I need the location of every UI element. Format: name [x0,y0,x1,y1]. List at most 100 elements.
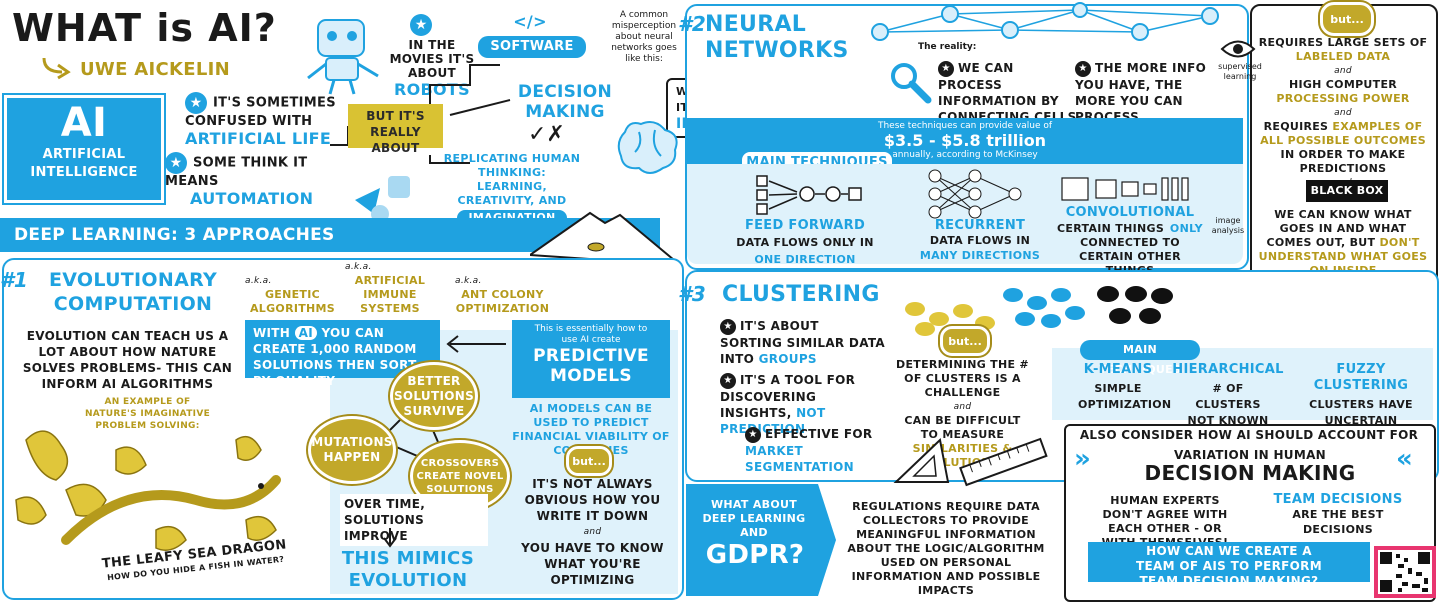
evolutionary-example: AN EXAMPLE OF NATURE'S IMAGINATIVE PROBL… [84,397,211,431]
tech-name: RECURRENT [934,218,1026,233]
req2-a: HIGH COMPUTER [1288,78,1398,91]
random-b: YOU CAN CREATE 1,000 RANDOM SOLUTIONS TH… [253,326,417,388]
tech-kmeans: K-MEANS SIMPLE OPTIMIZATION [1058,362,1178,413]
clustering-point-2: ★ IT'S A TOOL FOR DISCOVERING INSIGHTS, N… [720,372,890,437]
star-icon: ★ [720,372,736,389]
aka-1: GENETIC ALGORITHMS [249,288,336,315]
cluster-dot [1051,288,1071,302]
bb-a: WE CAN KNOW WHAT GOES IN AND WHAT COMES … [1266,208,1412,249]
ai-badge-full: ARTIFICIAL INTELLIGENCE [30,147,138,180]
gdpr-question: WHAT ABOUT DEEP LEARNING AND [702,498,806,539]
gdpr-box: WHAT ABOUT DEEP LEARNING AND GDPR? [686,484,836,596]
cycle-better-solutions: BETTER SOLUTIONS SURVIVE [390,362,478,430]
and-text: and [1334,108,1352,118]
chevrons-left-icon: » [1074,444,1091,474]
tech-name: FEED FORWARD [744,218,866,233]
predictive-arrow [446,335,506,353]
predictive-intro: This is essentially how to use AI create [534,324,648,345]
predictive-desc: AI MODELS CAN BE USED TO PREDICT FINANCI… [512,402,670,457]
variation-team: TEAM DECISIONS ARE THE BEST DECISIONS [1268,492,1408,537]
clustering-c2-a: CAN BE DIFFICULT TO MEASURE [904,414,1021,441]
code-icon: </> [513,12,547,31]
ai-badge: AI ARTIFICIAL INTELLIGENCE [4,95,164,203]
neural-point-2: ★ THE MORE INFO YOU HAVE, THE MORE YOU CA… [1075,60,1220,125]
star-icon: ★ [185,92,207,114]
tech-name: FUZZY CLUSTERING [1313,362,1409,393]
variation-team-desc: ARE THE BEST DECISIONS [1292,508,1384,536]
star-icon: ★ [745,426,761,443]
supervised-note: supervised learning [1218,62,1262,81]
aka-note: a.k.a. [455,276,482,286]
robot-illustration [300,12,390,101]
neural-value-intro: These techniques can provide value of [877,121,1053,131]
cluster-dot [1109,308,1131,324]
req3-c: IN ORDER TO MAKE PREDICTIONS [1280,148,1406,175]
really-about-box: BUT IT'S REALLY ABOUT [348,104,443,155]
tech-desc: DATA FLOWS ONLY IN [736,236,874,249]
tech-feed-forward: FEED FORWARD DATA FLOWS ONLY IN ONE DIRE… [735,218,875,267]
tech-key: MANY DIRECTIONS [919,249,1041,262]
evolutionary-intro: EVOLUTION CAN TEACH US A LOT ABOUT HOW N… [22,329,233,391]
tech-desc: DATA FLOWS IN [929,234,1031,247]
clustering-point-1: ★ IT'S ABOUT SORTING SIMILAR DATA INTO GR… [720,318,885,367]
aka-note: a.k.a. [345,262,372,272]
wrench-icon [888,60,934,110]
tech-name: CONVOLUTIONAL [1065,205,1195,220]
cluster-dot [1097,286,1119,302]
cluster-dot [1003,288,1023,302]
ai-badge-abbr: AI [60,100,108,146]
clustering-techniques-label: MAIN TECHNIQUES [1080,340,1200,376]
req1-b: LABELED DATA [1295,50,1391,63]
cluster-dot [929,312,949,326]
aka-immune: a.k.a. ARTIFICIAL IMMUNE SYSTEMS [345,260,435,316]
star-icon: ★ [938,60,954,77]
clustering-p1-b: GROUPS [758,351,817,366]
over-time-note: OVER TIME, SOLUTIONS IMPROVE [340,494,488,546]
req2-b: PROCESSING POWER [1276,92,1410,105]
movies-note: IN THE MOVIES IT'S ABOUT ROBOTS [382,38,482,99]
check-cross-icon: ✓✗ [528,122,565,147]
confusion-lead: SOME THINK IT MEANS [165,155,308,190]
cluster-dot [905,302,925,316]
neural-point-1: ★ WE CAN PROCESS INFORMATION BY CONNECTIN… [938,60,1078,125]
misconception-note: A common misperception about neural netw… [611,10,677,64]
ruler-triangle-illustration [890,430,1050,494]
clustering-p1-a: IT'S ABOUT SORTING SIMILAR DATA INTO [720,319,885,366]
black-box-label: BLACK BOX [1306,180,1388,202]
variation-lead: ALSO CONSIDER HOW AI SHOULD ACCOUNT FOR [1079,428,1419,442]
neural-title: NEURAL NETWORKS [705,12,849,63]
aka-genetic: a.k.a. GENETIC ALGORITHMS [245,274,340,316]
author-arrow-icon [40,56,74,84]
eye-icon [1220,38,1256,64]
random-a: WITH [253,326,291,340]
predictive-box: This is essentially how to use AI create… [512,320,670,398]
confusion-artificial-life: ★ IT'S SOMETIMES CONFUSED WITH ARTIFICIAL… [185,92,345,148]
req3-a: REQUIRES [1263,120,1329,133]
predictive-p1: IT'S NOT ALWAYS OBVIOUS HOW YOU WRITE IT… [524,477,661,523]
neural-value: $3.5 - $5.8 trillion [883,131,1047,150]
variation-team-title: TEAM DECISIONS [1273,492,1403,507]
variation-key-big: DECISION MAKING [1144,461,1356,485]
random-ai: AI [294,326,317,340]
cluster-dot [915,322,935,336]
clustering-p2-a: IT'S A TOOL FOR DISCOVERING INSIGHTS, [720,373,856,420]
confusion-key: ARTIFICIAL LIFE [185,129,332,148]
software-label: SOFTWARE [478,36,586,58]
cycle-mutations: MUTATIONS HAPPEN [308,416,396,484]
and-text: and [1334,66,1352,76]
clustering-techniques-area [1052,348,1433,420]
but-panel-badge: but... [1320,2,1374,36]
down-arrow-icon [380,528,400,552]
confusion-automation: ★ SOME THINK IT MEANS AUTOMATION [165,152,365,208]
neural-number: #2 [678,12,706,36]
star-icon: ★ [1075,60,1091,77]
variation-question: HOW CAN WE CREATE A TEAM OF AIs TO PERFO… [1088,542,1370,588]
brain-icon [605,112,685,186]
tech-recurrent: RECURRENT DATA FLOWS IN MANY DIRECTIONS [915,218,1045,263]
author-name: UWE AICKELIN [80,59,230,80]
movies-lead: IN THE MOVIES IT'S ABOUT [389,38,475,80]
req3-b: EXAMPLES OF ALL POSSIBLE OUTCOMES [1260,120,1426,147]
neural-value-outro: annually, according to McKinsey [892,150,1038,160]
evolutionary-number: #1 [0,268,28,292]
cluster-dot [1015,312,1035,326]
